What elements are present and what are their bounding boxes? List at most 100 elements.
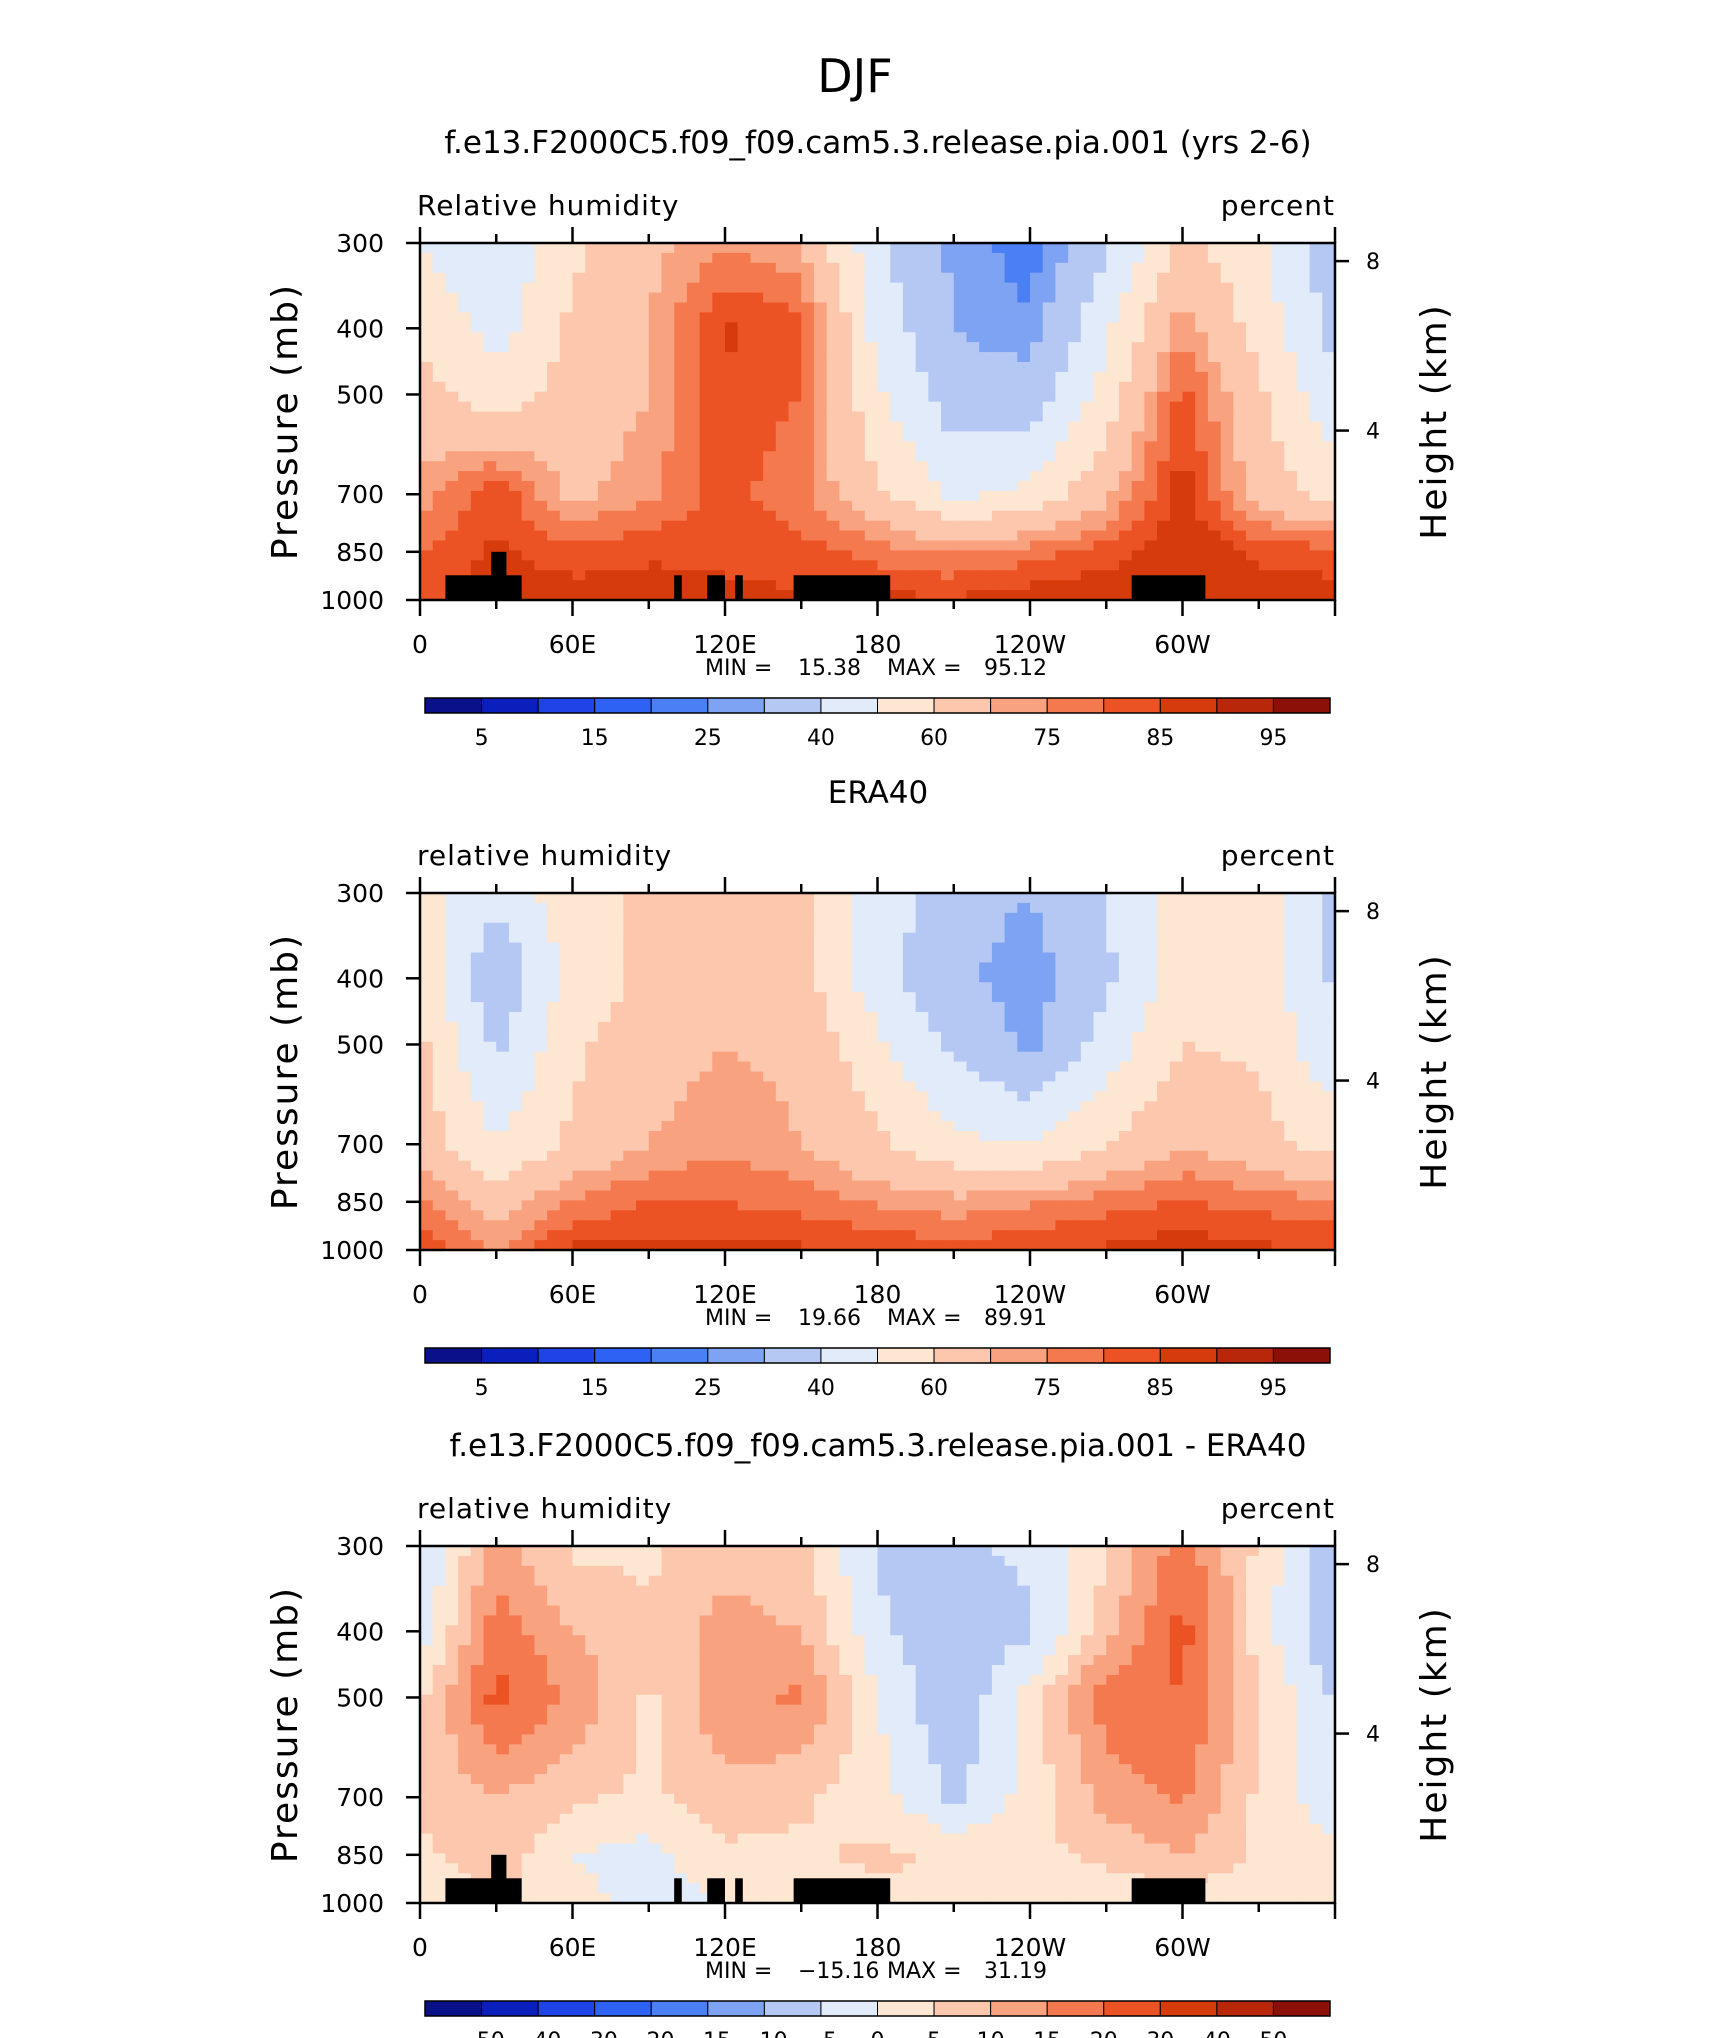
heatmap-cell [623, 362, 637, 373]
heatmap-cell [763, 262, 777, 274]
heatmap-cell [1042, 1170, 1057, 1182]
heatmap-cell [801, 332, 815, 343]
heatmap-cell [559, 530, 574, 542]
heatmap-cell [1322, 272, 1336, 284]
heatmap-cell [1157, 342, 1171, 353]
heatmap-cell [1080, 530, 1095, 542]
heatmap-cell [1195, 342, 1209, 353]
heatmap-cell [432, 252, 447, 264]
heatmap-cell [521, 912, 535, 924]
heatmap-cell [763, 893, 777, 904]
colorbar-swatch [1159, 697, 1218, 714]
heatmap-cell [991, 540, 1006, 552]
heatmap-cell [763, 1160, 777, 1172]
heatmap-cell [775, 1190, 790, 1202]
heatmap-cell [1106, 1180, 1120, 1192]
heatmap-cell [661, 461, 675, 472]
heatmap-cell [1004, 272, 1018, 284]
heatmap-cell [877, 540, 891, 552]
heatmap-cell [775, 441, 790, 452]
heatmap-cell [712, 1071, 726, 1083]
heatmap-cell [623, 1131, 637, 1142]
heatmap-cell [432, 962, 447, 973]
heatmap-cell [1258, 421, 1273, 433]
heatmap-cell [559, 540, 574, 552]
heatmap-cell [1093, 1081, 1107, 1092]
heatmap-cell [953, 332, 968, 343]
heatmap-cell [928, 243, 942, 254]
heatmap-cell [661, 451, 675, 462]
heatmap-cell [1030, 922, 1044, 934]
heatmap-cell [1080, 912, 1095, 924]
heatmap-cell [1271, 292, 1285, 304]
heatmap-cell [712, 1061, 726, 1073]
heatmap-cell [953, 421, 968, 433]
heatmap-cell [686, 1111, 701, 1122]
heatmap-cell [1182, 1071, 1196, 1083]
heatmap-cell [534, 550, 548, 561]
heatmap-cell [1246, 342, 1260, 353]
heatmap-cell [458, 1160, 472, 1172]
heatmap-cell [1004, 1160, 1018, 1172]
heatmap-cell [1144, 1012, 1158, 1023]
heatmap-cell [1004, 972, 1018, 983]
heatmap-cell [991, 550, 1006, 561]
heatmap-cell [1080, 1031, 1095, 1043]
heatmap-cell [1106, 272, 1120, 284]
heatmap-cell [534, 1170, 548, 1182]
heatmap-cell [597, 431, 612, 442]
heatmap-cell [941, 1071, 955, 1083]
heatmap-cell [496, 1081, 510, 1092]
heatmap-cell [636, 1051, 650, 1063]
heatmap-cell [432, 520, 447, 532]
field-label: Relative humidity [417, 189, 679, 222]
heatmap-cell [1068, 1101, 1082, 1112]
heatmap-cell [508, 362, 523, 373]
heatmap-cell [991, 530, 1006, 542]
heatmap-cell [597, 982, 612, 993]
heatmap-cell [852, 1180, 866, 1192]
heatmap-cell [1195, 312, 1209, 323]
heatmap-cell [1233, 481, 1247, 492]
heatmap-cell [661, 570, 675, 581]
heatmap-cell [877, 1061, 891, 1073]
heatmap-cell [712, 952, 726, 964]
heatmap-cell [725, 421, 739, 433]
heatmap-cell [953, 1170, 968, 1182]
heatmap-cell [572, 1111, 586, 1122]
heatmap-cell [915, 893, 929, 904]
heatmap-cell [636, 302, 650, 314]
heatmap-cell [941, 1140, 955, 1152]
heatmap-cell [902, 912, 917, 924]
heatmap-cell [712, 1081, 726, 1092]
heatmap-cell [623, 451, 637, 462]
heatmap-cell [534, 1061, 548, 1073]
heatmap-cell [648, 332, 663, 343]
heatmap-cell [801, 932, 815, 944]
heatmap-cell [1233, 342, 1247, 353]
heatmap-cell [902, 962, 917, 973]
heatmap-cell [1157, 243, 1171, 254]
heatmap-cell [597, 1051, 612, 1063]
heatmap-cell [559, 992, 574, 1003]
heatmap-cell [826, 1150, 840, 1162]
heatmap-cell [648, 1031, 663, 1043]
heatmap-cell [712, 1041, 726, 1053]
heatmap-cell [1195, 962, 1209, 973]
heatmap-cell [737, 1051, 752, 1063]
heatmap-cell [585, 322, 599, 333]
heatmap-cell [725, 1031, 739, 1043]
heatmap-cell [966, 520, 980, 532]
heatmap-cell [1182, 893, 1196, 904]
chart-panel-1: f.e13.F2000C5.f09_f09.cam5.3.release.pia… [265, 125, 1455, 751]
heatmap-cell [1296, 570, 1311, 581]
heatmap-cell [1284, 371, 1298, 383]
heatmap-cell [674, 243, 688, 254]
heatmap-cell [1220, 952, 1234, 964]
heatmap-cell [1118, 441, 1133, 452]
heatmap-cell [572, 1200, 586, 1211]
heatmap-cell [521, 1170, 535, 1182]
heatmap-cell [953, 282, 968, 294]
heatmap-cell [902, 471, 917, 482]
heatmap-cell [839, 1012, 853, 1023]
